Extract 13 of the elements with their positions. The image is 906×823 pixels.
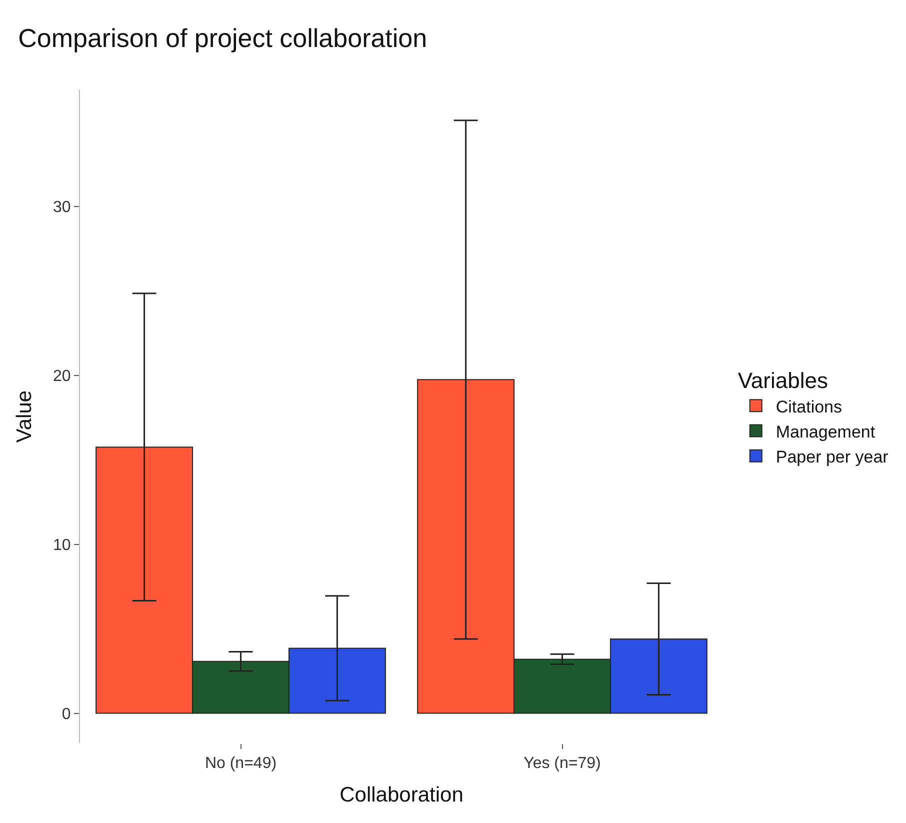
x-axis-title: Collaboration	[340, 783, 464, 806]
y-tick-label: 30	[53, 199, 71, 216]
y-tick-label: 10	[53, 536, 71, 554]
legend-label: Paper per year	[776, 447, 889, 466]
y-axis-title: Value	[13, 390, 36, 443]
legend-title: Variables	[738, 368, 828, 394]
chart-title: Comparison of project collaboration	[18, 23, 428, 54]
legend-label: Management	[776, 422, 876, 442]
y-tick-label: 20	[53, 368, 71, 386]
legend-label: Citations	[776, 397, 842, 416]
y-tick-label: 0	[62, 706, 71, 723]
x-tick-label: No (n=49)	[204, 755, 277, 772]
x-tick-label: Yes (n=79)	[524, 755, 601, 772]
